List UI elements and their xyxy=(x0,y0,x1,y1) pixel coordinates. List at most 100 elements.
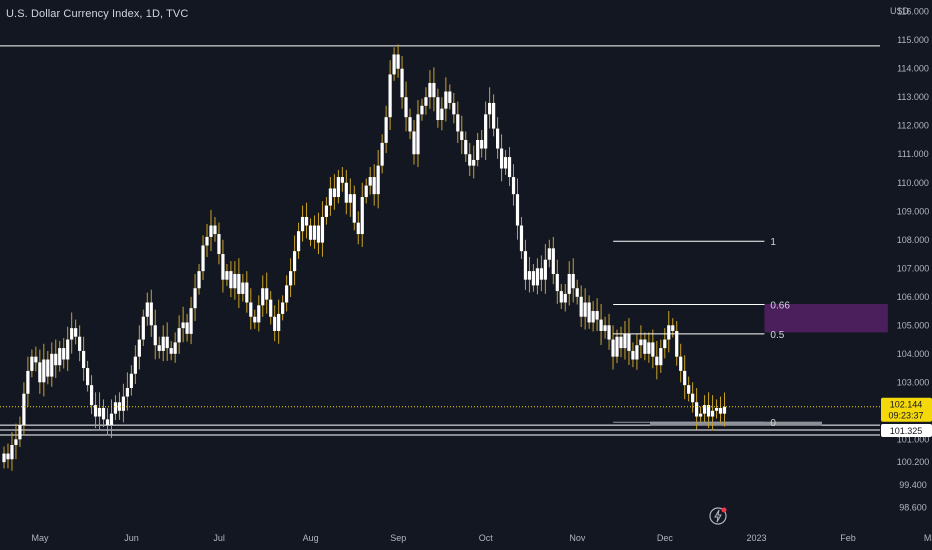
candle-body xyxy=(34,356,38,363)
candle-body xyxy=(583,302,587,317)
candle-body xyxy=(205,236,209,246)
candle-body xyxy=(360,197,364,235)
candle-body xyxy=(285,285,289,303)
candle-body xyxy=(261,288,265,306)
y-tick-label: 103.000 xyxy=(897,377,930,387)
candle-body xyxy=(6,453,10,460)
candle-body xyxy=(14,439,18,446)
lightning-icon[interactable] xyxy=(708,506,728,526)
candle-body xyxy=(66,339,70,360)
candle-body xyxy=(42,359,46,383)
candle-body xyxy=(296,231,301,252)
y-tick-label: 115.000 xyxy=(897,35,929,45)
candle-body xyxy=(468,154,472,166)
candle-body xyxy=(428,82,432,98)
candle-body xyxy=(82,350,86,369)
level-band xyxy=(650,421,822,426)
candle-body xyxy=(655,356,659,366)
candle-body xyxy=(233,273,237,289)
y-tick-label: 100.200 xyxy=(897,457,930,467)
currency-label: USD xyxy=(890,6,910,16)
countdown-timer: 09:23:37 xyxy=(888,411,923,421)
candle-body xyxy=(699,413,703,417)
candle-body xyxy=(97,407,102,417)
y-tick-label: 101.000 xyxy=(897,434,930,444)
candle-body xyxy=(448,91,452,103)
candle-body xyxy=(348,194,352,203)
candle-body xyxy=(627,333,631,351)
candle-body xyxy=(121,396,126,411)
candle-body xyxy=(611,339,615,357)
candle-body xyxy=(472,159,476,166)
candle-body xyxy=(416,114,420,155)
candle-body xyxy=(10,445,14,460)
candle-body xyxy=(352,194,356,223)
candle-body xyxy=(643,339,647,354)
candle-body xyxy=(663,339,667,349)
x-tick-label: Jul xyxy=(213,533,225,543)
y-tick-label: 98.600 xyxy=(899,503,927,513)
candle-body xyxy=(683,370,687,386)
x-tick-label: Feb xyxy=(840,533,856,543)
candle-body xyxy=(543,259,547,280)
candle-body xyxy=(78,336,82,351)
candle-body xyxy=(54,353,58,366)
candle-body xyxy=(74,328,78,337)
candle-body xyxy=(62,348,66,360)
candle-body xyxy=(332,188,336,198)
candle-body xyxy=(117,402,122,411)
candle-body xyxy=(424,97,428,106)
candle-body xyxy=(101,407,106,420)
candle-body xyxy=(292,251,297,272)
candle-body xyxy=(253,316,257,323)
x-tick-label: Aug xyxy=(303,533,319,543)
candle-body xyxy=(58,348,62,366)
candle-body xyxy=(209,225,213,237)
candle-body xyxy=(50,353,54,377)
candle-body xyxy=(503,157,508,169)
candle-body xyxy=(559,291,563,303)
candle-body xyxy=(133,356,137,374)
y-tick-label: 107.000 xyxy=(897,263,930,273)
candle-body xyxy=(722,406,727,414)
candle-body xyxy=(515,194,520,226)
candle-body xyxy=(488,102,492,115)
x-tick-label: Mar xyxy=(924,533,932,543)
candle-body xyxy=(18,425,22,440)
x-tick-label: 2023 xyxy=(746,533,766,543)
candle-body xyxy=(587,302,591,323)
candle-body xyxy=(221,254,225,280)
candle-body xyxy=(145,302,149,317)
fib-level-label: 0 xyxy=(770,418,776,429)
candle-body xyxy=(595,311,599,320)
candle-body xyxy=(26,370,30,394)
candle-body xyxy=(420,105,424,115)
candle-body xyxy=(229,271,233,289)
candle-body xyxy=(718,407,723,414)
level-price-tag xyxy=(881,424,932,438)
candle-body xyxy=(193,288,197,309)
candle-body xyxy=(177,328,181,343)
candle-body xyxy=(201,245,205,272)
candle-body xyxy=(376,165,380,195)
candle-body xyxy=(639,339,643,346)
candle-body xyxy=(304,216,309,226)
y-tick-label: 106.000 xyxy=(897,292,930,302)
candle-body xyxy=(241,282,245,294)
candle-body xyxy=(368,177,372,186)
candle-body xyxy=(599,319,603,331)
candle-body xyxy=(623,333,627,349)
candle-body xyxy=(217,234,221,255)
candle-body xyxy=(679,356,683,371)
candle-body xyxy=(547,248,551,260)
candle-body xyxy=(575,288,579,297)
candle-body xyxy=(149,302,153,326)
candle-body xyxy=(308,225,313,240)
candle-body xyxy=(249,302,253,317)
candle-body xyxy=(141,316,145,340)
candle-body xyxy=(197,271,201,289)
y-tick-label: 99.400 xyxy=(899,480,927,490)
candle-body xyxy=(400,68,404,98)
candle-body xyxy=(137,339,141,357)
